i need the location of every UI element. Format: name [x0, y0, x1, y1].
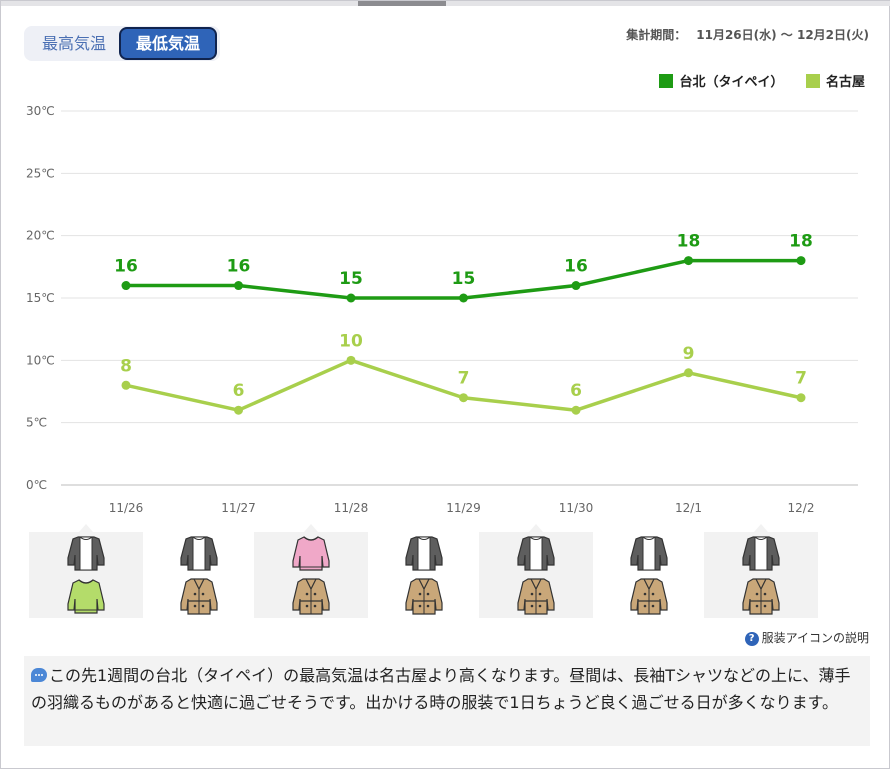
clothing-column [254, 524, 368, 618]
data-label: 16 [227, 257, 251, 277]
cardigan-icon [628, 534, 670, 572]
column-pointer [416, 524, 431, 532]
column-pointer [529, 524, 543, 532]
x-tick-label: 12/2 [788, 501, 815, 515]
legend-label-nagoya: 名古屋 [825, 75, 865, 90]
cardigan-icon [403, 534, 445, 572]
y-tick-label: 20℃ [26, 229, 55, 243]
data-label: 16 [564, 257, 588, 277]
data-point [684, 368, 693, 378]
y-tick-label: 0℃ [26, 478, 47, 492]
column-pointer [79, 524, 93, 532]
legend-item-taipei: 台北（タイペイ） [659, 71, 783, 90]
x-tick-label: 11/29 [446, 501, 481, 515]
data-label: 7 [458, 369, 470, 389]
x-tick-label: 11/26 [109, 501, 144, 515]
speech-bubble-icon [31, 668, 47, 682]
temperature-toggle: 最高気温 最低気温 [24, 26, 220, 61]
temperature-line-chart: 0℃ 5℃ 10℃ 15℃ 20℃ 25℃ 30℃ 11/26 11/27 11/28 11/29 1… [26, 104, 858, 515]
period-range: 11月26日(水) ～ 12月2日(火) [696, 28, 869, 42]
clothing-column [592, 524, 706, 618]
chart-legend: 台北（タイペイ） 名古屋 [641, 71, 865, 90]
data-point [234, 281, 243, 291]
data-label: 8 [120, 356, 132, 376]
min-temp-tab[interactable]: 最低気温 [121, 29, 215, 58]
trench-coat-icon [403, 577, 445, 615]
data-point [796, 256, 806, 266]
y-tick-label: 15℃ [26, 291, 55, 305]
clothing-icon-panel [24, 524, 870, 618]
data-point [571, 405, 581, 415]
x-tick-label: 11/28 [334, 501, 369, 515]
max-temp-tab[interactable]: 最高気温 [41, 34, 106, 53]
y-tick-label: 30℃ [26, 104, 55, 118]
data-point [796, 393, 806, 403]
data-point [121, 380, 131, 390]
data-point [459, 293, 468, 303]
clothing-icon-help-link[interactable]: ? 服装アイコンの説明 [744, 629, 869, 646]
data-label: 16 [114, 257, 138, 277]
y-tick-label: 10℃ [26, 353, 55, 367]
trench-coat-icon [290, 577, 332, 615]
help-link-label: 服装アイコンの説明 [761, 631, 869, 645]
x-tick-label: 12/1 [675, 501, 702, 515]
clothing-column [142, 524, 256, 618]
help-icon: ? [744, 632, 759, 646]
cardigan-icon [740, 534, 782, 572]
trench-coat-icon [628, 577, 670, 615]
sweater-icon [65, 577, 107, 615]
column-pointer [754, 524, 768, 532]
clothing-column [367, 524, 481, 618]
data-label: 15 [452, 269, 476, 289]
data-point [684, 256, 693, 266]
top-tab-strip [1, 1, 890, 6]
data-point [346, 293, 356, 303]
data-point [459, 393, 468, 403]
data-label: 7 [795, 369, 807, 389]
data-label: 18 [789, 232, 813, 252]
trench-coat-icon [740, 577, 782, 615]
cardigan-icon [515, 534, 557, 572]
cardigan-icon [65, 534, 107, 572]
sweater-icon [290, 534, 332, 572]
trench-coat-icon [178, 577, 220, 615]
clothing-column [479, 524, 593, 618]
data-label: 10 [339, 331, 363, 351]
legend-swatch-nagoya [805, 74, 820, 88]
x-tick-label: 11/30 [559, 501, 594, 515]
legend-label-taipei: 台北（タイペイ） [679, 75, 784, 90]
data-point [571, 281, 581, 291]
column-pointer [304, 524, 318, 532]
data-point [121, 281, 131, 291]
cardigan-icon [178, 534, 220, 572]
trench-coat-icon [515, 577, 557, 615]
forecast-comment: この先1週間の台北（タイペイ）の最高気温は名古屋より高くなります。昼間は、長袖T… [24, 656, 870, 746]
data-label: 18 [677, 232, 701, 252]
comment-text: この先1週間の台北（タイペイ）の最高気温は名古屋より高くなります。昼間は、長袖T… [31, 666, 851, 712]
data-label: 15 [339, 269, 363, 289]
clothing-column [704, 524, 818, 618]
y-tick-label: 5℃ [26, 416, 47, 430]
aggregation-period: 集計期間： 11月26日(水) ～ 12月2日(火) [626, 26, 869, 43]
period-label: 集計期間： [626, 28, 687, 42]
x-tick-label: 11/27 [221, 501, 256, 515]
data-label: 9 [683, 344, 695, 364]
legend-item-nagoya: 名古屋 [805, 71, 865, 90]
column-pointer [191, 524, 206, 532]
column-pointer [641, 524, 656, 532]
data-label: 6 [233, 381, 245, 401]
clothing-column [29, 524, 143, 618]
data-label: 6 [570, 381, 582, 401]
legend-swatch-taipei [659, 74, 674, 88]
data-point [346, 355, 356, 365]
y-tick-label: 25℃ [26, 166, 55, 180]
data-point [234, 405, 243, 415]
